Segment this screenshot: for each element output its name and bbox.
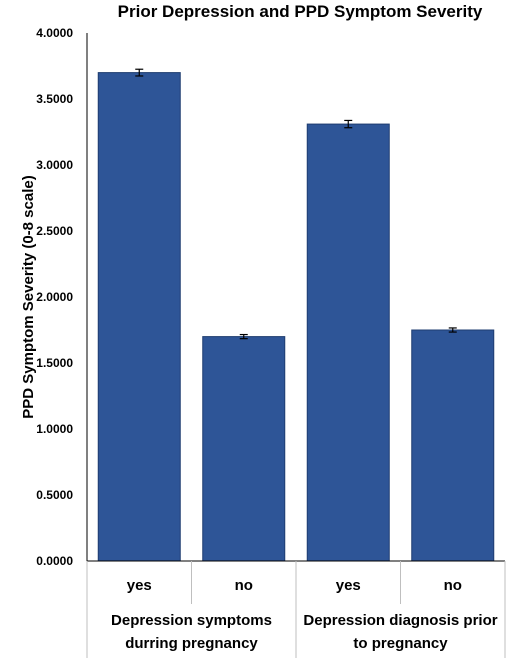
bar — [411, 329, 495, 562]
y-tick-label: 1.0000 — [36, 422, 73, 436]
y-tick-label: 2.0000 — [36, 290, 73, 304]
y-tick-label: 3.5000 — [36, 92, 73, 106]
chart-title: Prior Depression and PPD Symptom Severit… — [118, 2, 483, 21]
group-label-line: Depression diagnosis prior — [303, 612, 497, 629]
bar — [202, 336, 286, 562]
group-label-line: durring pregnancy — [125, 635, 258, 652]
y-tick-label: 0.5000 — [36, 488, 73, 502]
bar — [97, 72, 181, 562]
group-label-line: Depression symptoms — [111, 612, 272, 629]
y-axis-label: PPD Symptom Severity (0-8 scale) — [20, 175, 37, 418]
bar — [306, 123, 390, 562]
x-tick-label: yes — [336, 577, 361, 594]
plot-area: 0.0000 0.5000 1.0000 1.5000 2.0000 2.5000 3.00… — [36, 26, 506, 658]
y-tick-label: 3.0000 — [36, 158, 73, 172]
y-tick-label: 2.5000 — [36, 224, 73, 238]
y-tick-label: 4.0000 — [36, 26, 73, 40]
x-tick-label: no — [444, 577, 462, 594]
x-tick-label: no — [235, 577, 253, 594]
group-label-line: to pregnancy — [353, 635, 448, 652]
y-tick-label: 1.5000 — [36, 356, 73, 370]
x-tick-label: yes — [127, 577, 152, 594]
y-tick-label: 0.0000 — [36, 554, 73, 568]
